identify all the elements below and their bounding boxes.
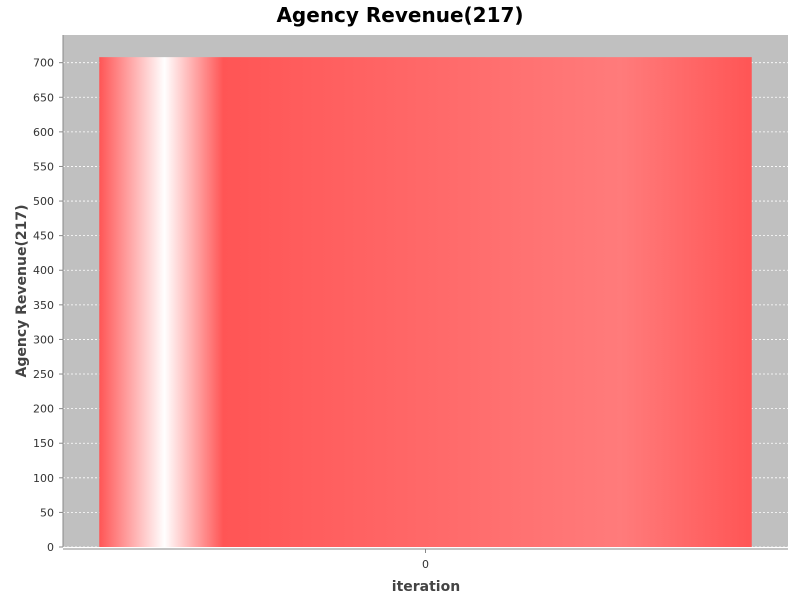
y-tick-label: 0 bbox=[47, 541, 54, 554]
y-tick-label: 700 bbox=[33, 57, 54, 70]
y-tick-label: 250 bbox=[33, 368, 54, 381]
y-tick-label: 150 bbox=[33, 437, 54, 450]
x-axis-label: iteration bbox=[392, 579, 460, 595]
y-tick-label: 550 bbox=[33, 160, 54, 173]
y-tick-label: 600 bbox=[33, 126, 54, 139]
y-tick-label: 300 bbox=[33, 333, 54, 346]
y-tick-label: 400 bbox=[33, 264, 54, 277]
y-tick-label: 100 bbox=[33, 472, 54, 485]
chart-title: Agency Revenue(217) bbox=[276, 3, 523, 27]
y-tick-label: 50 bbox=[40, 506, 54, 519]
y-tick-label: 200 bbox=[33, 403, 54, 416]
y-axis-ticks: 0 50 100 150 200 250 300 350 400 450 500 550 600 650 7… bbox=[33, 57, 63, 554]
bars bbox=[99, 57, 752, 548]
bar bbox=[99, 57, 752, 548]
y-axis-label: Agency Revenue(217) bbox=[14, 205, 30, 378]
y-tick-label: 350 bbox=[33, 299, 54, 312]
y-tick-label: 450 bbox=[33, 230, 54, 243]
x-axis-ticks: 0 bbox=[422, 549, 429, 571]
y-tick-label: 650 bbox=[33, 91, 54, 104]
x-tick-label: 0 bbox=[422, 558, 429, 571]
y-tick-label: 500 bbox=[33, 195, 54, 208]
